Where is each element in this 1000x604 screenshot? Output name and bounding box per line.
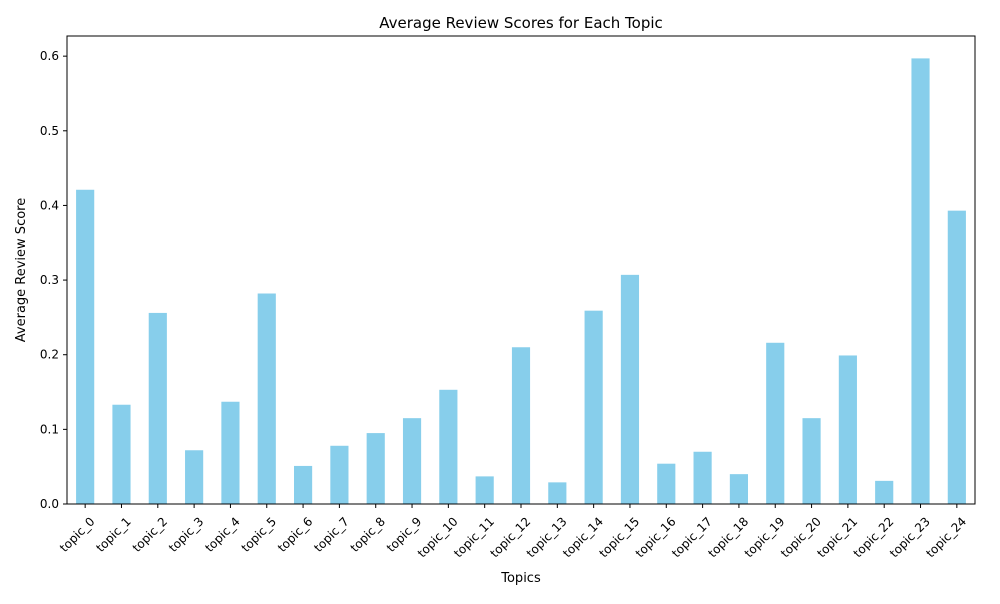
bar-topic_20 — [802, 418, 821, 504]
bar-topic_18 — [729, 474, 748, 504]
y-tick-label: 0.0 — [40, 497, 59, 511]
bar-topic_14 — [584, 310, 603, 504]
bar-topic_5 — [257, 293, 276, 504]
bar-topic_8 — [366, 433, 385, 504]
y-tick-label: 0.1 — [40, 422, 59, 436]
bar-topic_15 — [620, 274, 640, 504]
bar-topic_10 — [439, 389, 458, 504]
bar-topic_19 — [766, 342, 785, 504]
bar-topic_4 — [221, 401, 240, 504]
x-tick-label: topic_24 — [923, 514, 969, 560]
x-tick-label: topic_7 — [311, 514, 351, 554]
x-tick-label: topic_2 — [130, 514, 170, 554]
bar-topic_6 — [294, 465, 313, 504]
bar-topic_0 — [76, 189, 95, 504]
bar-topic_21 — [838, 355, 857, 504]
x-tick-label: topic_3 — [166, 514, 206, 554]
x-tick-label: topic_4 — [202, 514, 242, 554]
x-tick-label: topic_8 — [348, 514, 388, 554]
bar-topic_23 — [911, 58, 930, 505]
y-tick-label: 0.5 — [40, 124, 59, 138]
y-tick-label: 0.3 — [40, 273, 59, 287]
y-axis-label: Average Review Score — [14, 198, 29, 342]
bar-topic_9 — [402, 418, 422, 504]
y-tick-label: 0.6 — [40, 49, 59, 63]
bar-topic_7 — [330, 445, 349, 504]
x-axis-label: Topics — [500, 571, 541, 586]
bars-group — [76, 58, 966, 505]
x-tick-label: topic_5 — [239, 514, 279, 554]
bar-topic_17 — [693, 451, 712, 504]
y-tick-label: 0.2 — [40, 348, 59, 362]
bar-topic_24 — [947, 210, 966, 505]
bar-topic_13 — [548, 482, 567, 504]
bar-topic_1 — [112, 404, 131, 504]
chart-title: Average Review Scores for Each Topic — [379, 14, 663, 32]
x-tick-label: topic_1 — [93, 514, 133, 554]
bar-topic_12 — [511, 347, 531, 504]
x-tick-label: topic_6 — [275, 514, 315, 554]
x-tick-label: topic_0 — [57, 514, 97, 554]
x-axis: topic_0topic_1topic_2topic_3topic_4topic… — [57, 504, 969, 560]
bar-topic_3 — [185, 450, 204, 504]
bar-topic_2 — [148, 312, 167, 504]
y-axis: 0.0 0.1 0.2 0.3 0.4 0.5 0.6 — [40, 49, 67, 511]
bar-topic_11 — [475, 476, 494, 504]
bar-topic_16 — [657, 463, 676, 504]
y-tick-label: 0.4 — [40, 198, 59, 212]
plot-frame — [66, 35, 976, 505]
bar-topic_22 — [875, 480, 894, 504]
